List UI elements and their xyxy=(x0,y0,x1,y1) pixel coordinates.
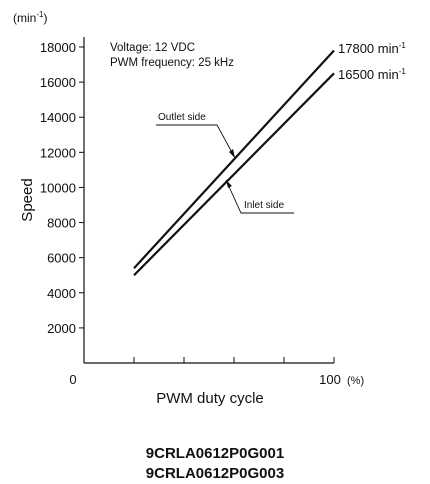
inlet-side-leader xyxy=(225,179,294,214)
speed-chart: (min-1) Speed 20004000600080001000012000… xyxy=(13,10,406,407)
outlet-end-value: 17800 min xyxy=(338,41,399,56)
outlet-end-label: 17800 min-1 xyxy=(338,41,406,56)
inlet-end-value: 16500 min xyxy=(338,67,399,82)
y-tick-label: 14000 xyxy=(40,110,76,125)
y-tick-label: 12000 xyxy=(40,145,76,160)
voltage-note: Voltage: 12 VDC xyxy=(110,42,195,54)
y-axis-title: Speed xyxy=(19,178,36,221)
series-lines xyxy=(133,49,335,276)
x-tick-label-100: 100 xyxy=(319,372,341,387)
outlet-side-label: Outlet side xyxy=(158,112,206,123)
y-tick-label: 18000 xyxy=(40,40,76,55)
x-axis-title: PWM duty cycle xyxy=(156,390,264,407)
x-tick-label-0: 0 xyxy=(69,372,76,387)
outlet-side-line xyxy=(133,49,335,269)
model-number-2: 9CRLA0612P0G003 xyxy=(145,465,285,482)
y-unit-base: (min xyxy=(13,11,36,25)
outlet-side-arrowhead xyxy=(229,149,235,158)
y-unit-label: (min-1) xyxy=(13,10,47,25)
y-unit-close: ) xyxy=(43,11,47,25)
y-tick-label: 16000 xyxy=(40,75,76,90)
x-ticks: 0 100 (%) xyxy=(69,357,364,387)
inlet-side-line xyxy=(133,72,335,276)
y-tick-label: 4000 xyxy=(47,286,76,301)
inlet-side-label: Inlet side xyxy=(244,200,284,211)
inlet-end-label: 16500 min-1 xyxy=(338,67,406,82)
y-tick-label: 8000 xyxy=(47,216,76,231)
y-tick-label: 6000 xyxy=(47,251,76,266)
model-number-1: 9CRLA0612P0G001 xyxy=(145,445,285,462)
pwm-frequency-note: PWM frequency: 25 kHz xyxy=(110,57,234,69)
x-unit-label: (%) xyxy=(347,375,364,387)
inlet-side-arrowhead xyxy=(226,180,232,188)
y-ticks: 2000 4000 6000 8000 10000 12000 14000 16000 1800… xyxy=(40,40,84,336)
outlet-side-leader xyxy=(156,124,236,159)
inlet-end-sup: -1 xyxy=(399,67,407,76)
y-unit-sup: -1 xyxy=(36,10,44,19)
y-tick-label: 10000 xyxy=(40,180,76,195)
y-tick-label: 2000 xyxy=(47,321,76,336)
outlet-end-sup: -1 xyxy=(399,41,407,50)
